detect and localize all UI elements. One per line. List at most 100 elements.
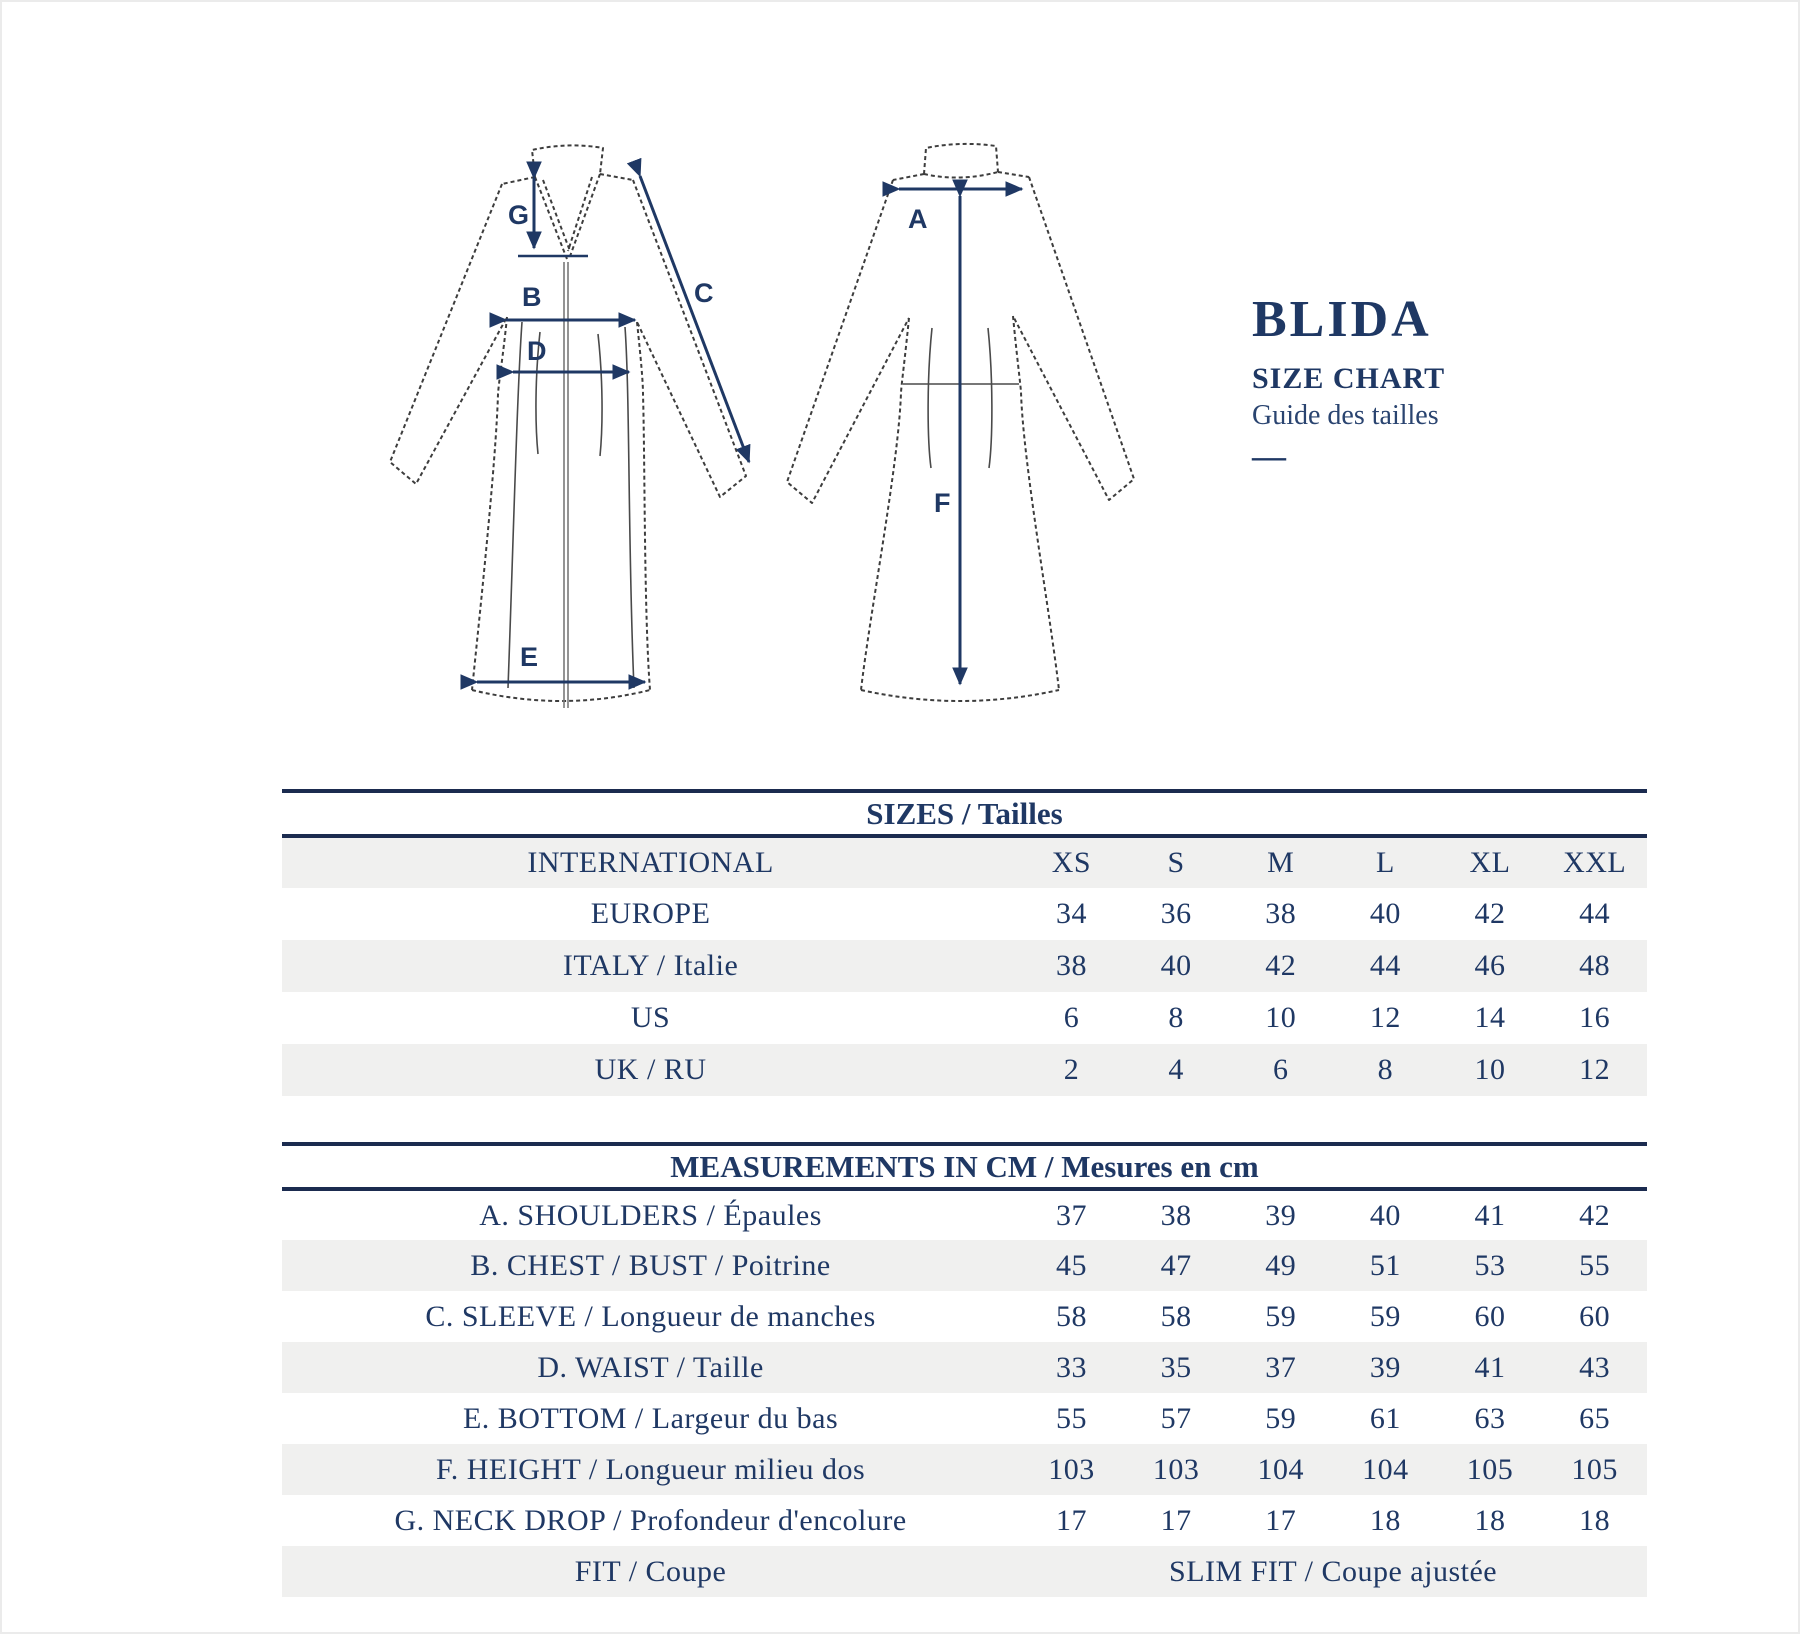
row-label: A. SHOULDERS / Épaules: [479, 1198, 822, 1232]
measure-value: 60: [1474, 1299, 1506, 1333]
measure-value: 103: [1048, 1452, 1095, 1486]
size-value: 8: [1168, 1001, 1184, 1034]
measure-value: 43: [1579, 1350, 1611, 1384]
dress-back-diagram: A F: [786, 142, 1135, 702]
row-label: C. SLEEVE / Longueur de manches: [425, 1299, 876, 1333]
table-row: A. SHOULDERS / Épaules 37 38 39 40 41 42: [282, 1189, 1647, 1240]
measure-value: 37: [1265, 1350, 1297, 1384]
front-label-D: D: [527, 336, 547, 366]
size-value: 8: [1377, 1053, 1394, 1086]
front-measure-arrows: G B D C E: [460, 157, 751, 690]
brand-title: BLIDA: [1252, 291, 1432, 348]
front-garment-outline: [389, 144, 747, 708]
back-label-F: F: [934, 488, 951, 518]
size-value: XS: [1051, 846, 1092, 879]
size-value: 12: [1369, 1001, 1401, 1034]
table-row: UK / RU 2 4 6 8 10 12: [282, 1044, 1647, 1096]
measure-value: 63: [1474, 1401, 1506, 1435]
size-value: 12: [1579, 1053, 1611, 1086]
measure-value: 53: [1474, 1248, 1506, 1282]
measurements-table-header: MEASUREMENTS IN CM / Mesures en cm: [282, 1142, 1647, 1191]
front-label-E: E: [520, 642, 538, 672]
table-row: F. HEIGHT / Longueur milieu dos 103 103 …: [282, 1444, 1647, 1495]
row-label: B. CHEST / BUST / Poitrine: [470, 1248, 831, 1282]
size-value: 4: [1168, 1053, 1184, 1086]
measure-value: 35: [1160, 1350, 1192, 1384]
size-value: S: [1167, 846, 1185, 879]
size-value: 38: [1265, 897, 1297, 930]
measure-value: 40: [1369, 1198, 1401, 1232]
size-value: 14: [1474, 1001, 1506, 1034]
front-label-B: B: [522, 282, 542, 312]
size-chart-title: SIZE CHART: [1252, 362, 1446, 395]
measure-value: 65: [1579, 1401, 1611, 1435]
table-row: EUROPE 34 36 38 40 42 44: [282, 888, 1647, 940]
table-row: B. CHEST / BUST / Poitrine 45 47 49 51 5…: [282, 1240, 1647, 1291]
table-row: ITALY / Italie 38 40 42 44 46 48: [282, 940, 1647, 992]
measure-value: 33: [1055, 1350, 1087, 1384]
back-measure-arrows: A F: [882, 179, 1024, 686]
measure-value: 37: [1055, 1198, 1087, 1232]
front-label-C: C: [694, 278, 714, 308]
row-label: US: [630, 1001, 671, 1034]
measure-value: 58: [1055, 1299, 1087, 1333]
size-value: 46: [1474, 949, 1506, 982]
measure-value: 55: [1579, 1248, 1611, 1282]
measure-value: 42: [1579, 1198, 1611, 1232]
row-label: F. HEIGHT / Longueur milieu dos: [435, 1452, 866, 1486]
row-label: D. WAIST / Taille: [537, 1350, 764, 1384]
table-row: G. NECK DROP / Profondeur d'encolure 17 …: [282, 1495, 1647, 1546]
measure-value: 47: [1160, 1248, 1192, 1282]
measure-value: 59: [1265, 1401, 1297, 1435]
table-row: US 6 8 10 12 14 16: [282, 992, 1647, 1044]
size-value: 48: [1579, 949, 1611, 982]
measure-value: 39: [1369, 1350, 1401, 1384]
fit-row: FIT / Coupe SLIM FIT / Coupe ajustée: [282, 1546, 1647, 1597]
size-value: 40: [1160, 949, 1192, 982]
size-value: XL: [1469, 846, 1511, 879]
size-value: 10: [1265, 1001, 1297, 1034]
measure-value: 58: [1160, 1299, 1192, 1333]
size-value: 2: [1063, 1053, 1080, 1086]
size-value: 40: [1369, 897, 1401, 930]
dress-front-diagram: G B D C E: [389, 144, 751, 708]
row-label: E. BOTTOM / Largeur du bas: [462, 1401, 839, 1435]
measure-value: 18: [1579, 1503, 1611, 1537]
measure-value: 41: [1474, 1198, 1506, 1232]
size-value: XXL: [1563, 846, 1627, 879]
table-row: D. WAIST / Taille 33 35 37 39 41 43: [282, 1342, 1647, 1393]
row-label: G. NECK DROP / Profondeur d'encolure: [394, 1503, 907, 1537]
row-label: EUROPE: [590, 897, 711, 930]
measure-value: 105: [1466, 1452, 1514, 1486]
size-value: 10: [1474, 1053, 1506, 1086]
measure-value: 104: [1362, 1452, 1409, 1486]
back-garment-outline: [786, 142, 1135, 702]
row-label: ITALY / Italie: [562, 949, 739, 982]
size-value: 16: [1579, 1001, 1611, 1034]
measure-value: 55: [1055, 1401, 1087, 1435]
measure-value: 57: [1160, 1401, 1192, 1435]
size-value: 42: [1474, 897, 1506, 930]
measure-value: 17: [1265, 1503, 1297, 1537]
size-value: 44: [1369, 949, 1401, 982]
size-value: 36: [1160, 897, 1192, 930]
measure-value: 59: [1369, 1299, 1401, 1333]
measure-value: 61: [1369, 1401, 1401, 1435]
table-row: INTERNATIONAL XS S M L XL XXL: [282, 836, 1647, 888]
measure-value: 59: [1265, 1299, 1297, 1333]
measure-value: 17: [1160, 1503, 1192, 1537]
measure-value: 51: [1369, 1248, 1401, 1282]
measurements-table: MEASUREMENTS IN CM / Mesures en cm A. SH…: [282, 1142, 1647, 1597]
measure-value: 39: [1265, 1198, 1297, 1232]
title-divider-dash: —: [1252, 438, 1286, 475]
measure-value: 103: [1152, 1452, 1200, 1486]
size-value: 34: [1055, 897, 1087, 930]
table-row: E. BOTTOM / Largeur du bas 55 57 59 61 6…: [282, 1393, 1647, 1444]
size-value: 42: [1265, 949, 1297, 982]
measure-value: 49: [1265, 1248, 1297, 1282]
measure-value: 60: [1579, 1299, 1611, 1333]
measure-value: 41: [1474, 1350, 1506, 1384]
measure-value: 45: [1055, 1248, 1087, 1282]
size-value: 44: [1579, 897, 1611, 930]
